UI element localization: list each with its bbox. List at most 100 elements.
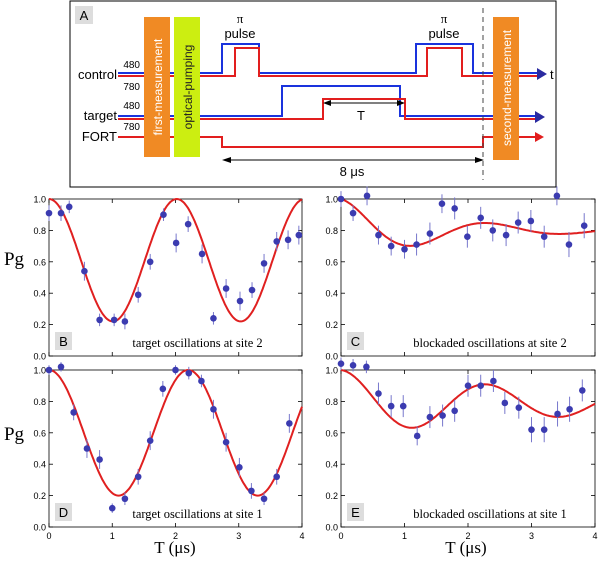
y-tick-label: 0.6 [33, 257, 46, 267]
fort-waveform [118, 136, 537, 148]
data-point [349, 209, 357, 217]
optical-pumping-box [174, 17, 200, 157]
data-point [387, 402, 395, 410]
pi-symbol-1: π [237, 11, 244, 26]
data-point [146, 437, 154, 444]
data-point [566, 405, 573, 413]
data-point [172, 366, 179, 374]
data-point [45, 366, 53, 374]
fit-curve [340, 198, 596, 247]
ylabel-bottom: Pg [4, 424, 25, 445]
target-arrow-icon [535, 111, 545, 123]
panel-label-box [55, 503, 72, 521]
control-780-waveform [118, 47, 537, 77]
target-480-waveform [118, 85, 537, 117]
data-point [198, 377, 205, 385]
data-point [273, 238, 281, 245]
data-point [295, 231, 303, 239]
data-point [337, 195, 345, 203]
data-point [260, 495, 268, 503]
xlabel-right: T (μs) [445, 538, 486, 557]
data-point [363, 192, 371, 200]
panel-label-a: A [80, 8, 89, 23]
x-tick-label: 1 [110, 531, 115, 541]
data-point [375, 231, 382, 239]
target-780-waveform [118, 98, 537, 120]
data-point [464, 382, 472, 390]
panel-annotation: target oscillations at site 2 [132, 336, 262, 350]
y-tick-label: 1.0 [33, 195, 46, 205]
data-point [554, 410, 561, 418]
data-point [198, 250, 206, 258]
y-tick-label: 0.0 [325, 352, 338, 362]
x-tick-label: 0 [338, 531, 343, 541]
T-arrow-right-icon [397, 100, 405, 106]
panel-label: E [351, 505, 360, 520]
y-tick-label: 0.2 [33, 320, 46, 330]
data-point [222, 285, 230, 292]
x-tick-label: 2 [173, 531, 178, 541]
data-point [399, 402, 407, 410]
data-point [57, 363, 65, 371]
panel-label-box [75, 6, 93, 24]
data-point [184, 220, 192, 228]
data-point [172, 239, 180, 247]
y-tick-label: 0.4 [33, 460, 46, 470]
y-tick-label: 0.8 [325, 397, 338, 407]
data-point [83, 445, 91, 452]
data-point [363, 363, 370, 371]
control-arrow-icon [537, 68, 547, 80]
x-tick-label: 1 [402, 531, 407, 541]
data-point [45, 209, 53, 217]
panel-label: C [351, 334, 360, 349]
y-tick-label: 0.8 [325, 226, 338, 236]
data-point [375, 390, 382, 397]
second-measurement-box [493, 17, 519, 160]
panel-annotation: target oscillations at site 1 [132, 507, 262, 521]
data-point [121, 318, 129, 325]
data-point [387, 242, 395, 250]
data-point [81, 267, 88, 275]
panel-label-box [347, 332, 364, 350]
y-tick-label: 0.4 [325, 289, 338, 299]
panel-label-box [55, 332, 72, 350]
y-tick-label: 0.0 [325, 523, 338, 533]
panel-label: D [59, 505, 68, 520]
time-axis-label: t [550, 67, 554, 82]
data-point [286, 420, 293, 427]
pi-symbol-2: π [441, 11, 448, 26]
data-point [413, 432, 421, 440]
fort-arrow-icon [535, 132, 544, 142]
data-point [490, 377, 497, 385]
target-label: target [84, 108, 118, 123]
T-label: T [357, 108, 365, 123]
data-point [451, 407, 458, 415]
data-point [65, 203, 73, 211]
data-point [540, 233, 548, 240]
first-measurement-box [144, 17, 170, 157]
T-arrow-left-icon [323, 100, 331, 106]
duration-arrow-right-icon [475, 157, 484, 163]
data-point [110, 316, 118, 324]
data-point [96, 316, 103, 324]
data-point [438, 200, 446, 208]
control-480-label: 480 [123, 60, 140, 71]
target-780-label: 780 [123, 122, 140, 133]
control-480-waveform [118, 43, 537, 74]
data-point [464, 233, 471, 240]
fort-label: FORT [82, 129, 117, 144]
data-point [121, 495, 129, 503]
data-point [349, 361, 357, 369]
y-tick-label: 0.8 [33, 226, 46, 236]
data-point [439, 412, 446, 419]
panel-label-box [347, 503, 364, 521]
data-point [185, 369, 193, 377]
data-point [477, 214, 485, 222]
y-tick-label: 0.2 [33, 491, 46, 501]
y-tick-label: 0.6 [325, 257, 338, 267]
data-point [260, 260, 268, 267]
data-point [134, 473, 142, 481]
y-tick-label: 0.6 [325, 428, 338, 438]
target-480-label: 480 [123, 101, 140, 112]
data-point [553, 192, 561, 200]
